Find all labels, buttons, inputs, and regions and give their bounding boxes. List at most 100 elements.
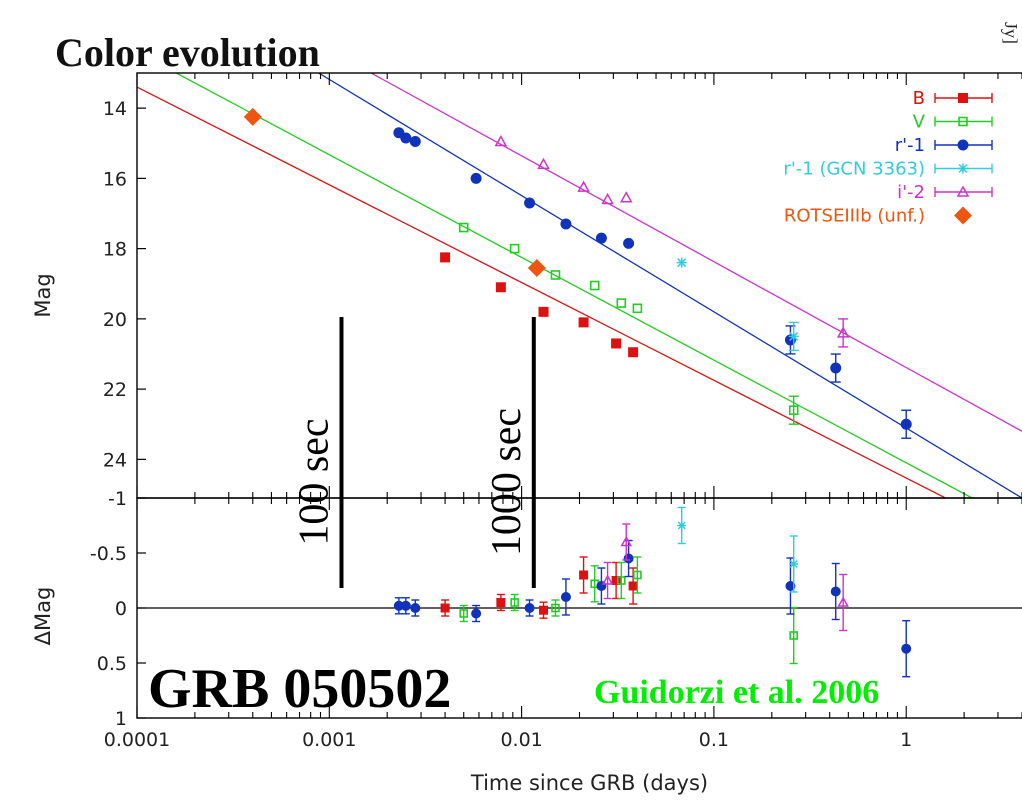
top-y-tick-label: 14 [103,98,127,120]
data-point-B [538,306,549,317]
residual-point-r1 [400,600,411,611]
fit-line-V [175,73,973,498]
data-point-B [495,282,506,293]
fit-line-i2 [370,73,1022,432]
fit-line-B [137,86,946,498]
x-tick-label: 0.0001 [104,729,170,751]
legend-label-B: B [913,88,925,109]
data-point-i2 [601,192,614,205]
legend-marker-B [958,93,968,103]
data-point-r1 [560,218,572,230]
data-point-V [788,405,799,415]
top-y-axis-label: Mag [31,273,55,317]
x-tick-label: 1 [900,729,912,751]
legend-marker-r1 [957,139,969,151]
legend-label-rotse: ROTSEIIIb (unf.) [784,206,925,227]
data-point-r1 [830,362,842,374]
data-point-r1 [595,232,607,244]
top-panel-frame [136,72,1022,499]
residual-point-B [579,570,589,580]
legend-label-i2: i'-2 [897,182,925,203]
data-point-i2 [537,157,550,170]
residual-point-B [539,605,549,615]
data-point-V [616,298,627,308]
fit-lines-layer [137,73,1022,498]
data-points-layer [243,107,912,678]
data-point-i2 [619,191,633,203]
data-point-B [440,252,451,263]
residual-point-B [440,603,450,613]
data-point-V [509,243,520,254]
bottom-y-tick-label: -1 [108,488,127,510]
legend-label-r1gcn: r'-1 (GCN 3363) [783,159,925,180]
data-point-rotse [527,258,546,277]
legend-label-r1: r'-1 [895,135,925,156]
residual-point-r1 [560,592,571,602]
data-point-V [550,270,561,280]
legend-marker-r1gcn [958,163,968,174]
legend-marker-i2 [956,185,970,197]
bottom-y-tick-label: 0 [115,598,127,620]
data-point-r1 [409,135,421,147]
data-point-rotse [243,107,262,126]
residual-point-V [617,576,626,585]
bottom-y-tick-label: 0.5 [97,653,127,675]
time-markers-layer: 100 sec 1000 sec [291,317,536,588]
data-point-r1gcn [788,331,799,342]
data-point-B [611,338,622,349]
residual-point-r1gcn [789,559,799,569]
residual-point-B [611,576,621,585]
legend-marker-V [958,116,968,127]
residual-point-r1 [596,581,607,591]
data-point-i2 [577,180,590,192]
bottom-y-tick-label: -0.5 [90,543,127,565]
data-point-r1 [470,172,482,184]
residual-point-r1gcn [677,521,687,530]
time-marker-label: 1000 sec [484,408,530,556]
data-point-r1 [900,418,912,430]
x-tick-label: 0.001 [302,729,356,751]
legend-marker-rotse [954,206,972,225]
data-point-r1 [524,197,536,209]
residual-point-i2 [601,574,614,585]
x-tick-label: 0.01 [500,729,542,751]
slide-title: Color evolution [55,30,320,75]
residual-point-r1 [785,581,796,591]
residual-point-V [510,598,519,607]
residual-point-r1 [830,586,841,597]
data-point-r1 [623,237,635,249]
residual-point-r1 [471,608,482,619]
x-axis-label: Time since GRB (days) [470,771,708,795]
top-y-tick-label: 20 [103,309,127,331]
data-point-V [632,303,643,314]
data-point-B [628,347,639,358]
bottom-y-axis-label: ΔMag [31,587,55,646]
residual-point-V [789,631,799,640]
residual-point-r1 [524,603,535,613]
object-label: GRB 050502 [148,658,451,720]
residual-point-r1 [393,600,404,611]
residual-point-V [459,609,469,618]
data-point-i2 [494,134,508,147]
residual-point-V [633,570,642,580]
data-point-V [589,280,600,291]
top-y-tick-label: 16 [103,168,127,190]
residual-point-B [496,598,506,607]
top-y-tick-label: 22 [103,379,127,401]
x-tick-label: 0.1 [699,729,729,751]
time-marker-label: 100 sec [291,418,337,545]
residual-point-i2 [620,535,633,547]
top-y-tick-label: 18 [103,239,127,261]
credit-label: Guidorzi et al. 2006 [594,674,879,711]
bottom-y-tick-label: 1 [115,708,127,730]
data-point-V [458,222,469,233]
residual-point-V [551,603,560,613]
corner-fragment: Jy] [1001,22,1021,44]
data-point-B [578,317,589,328]
residual-point-B [628,581,638,591]
top-y-tick-label: 24 [103,449,127,471]
residual-point-r1 [901,643,912,654]
legend-label-V: V [913,112,926,133]
